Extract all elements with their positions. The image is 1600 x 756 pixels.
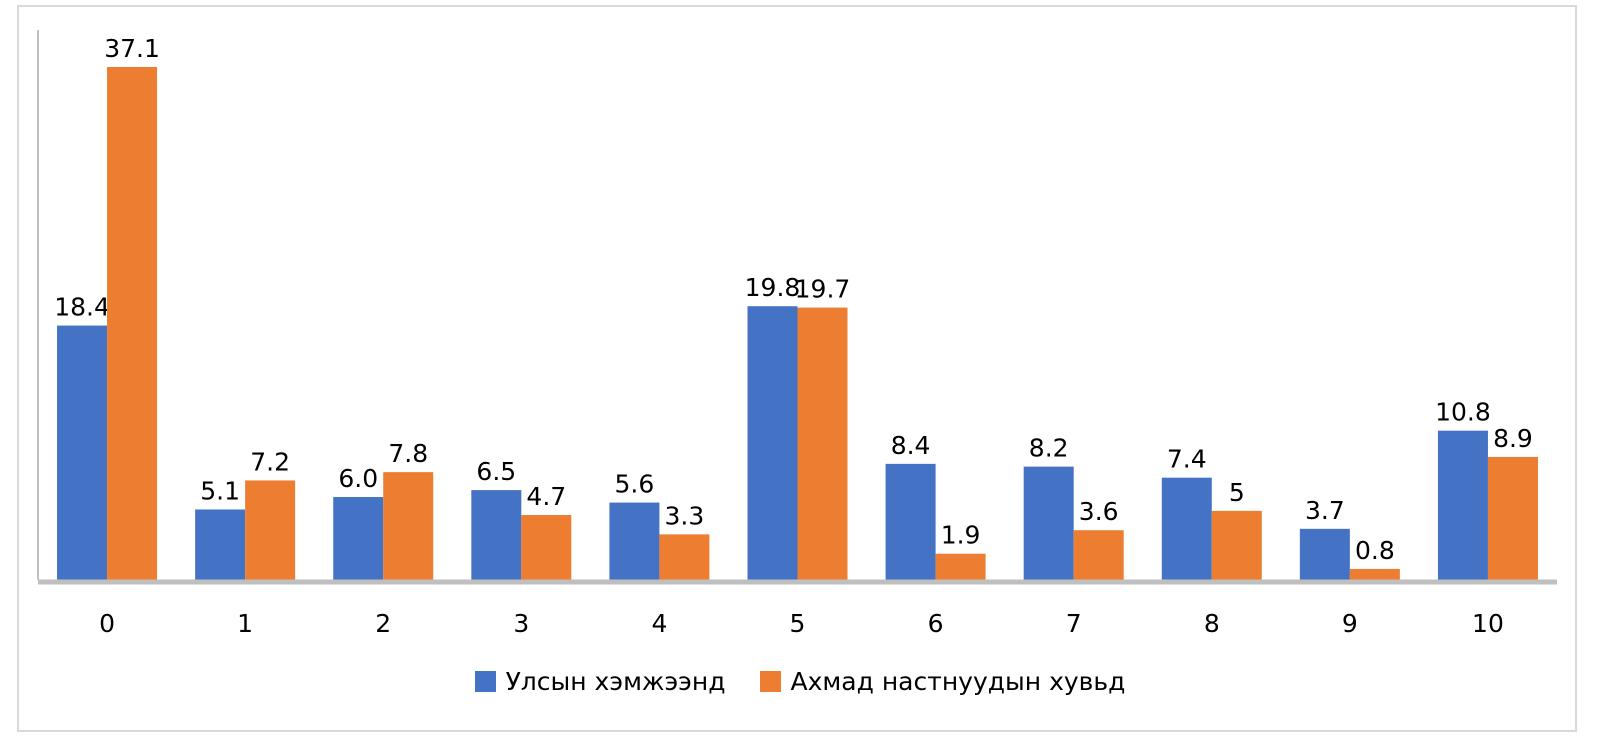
bar-national-6 [885, 463, 936, 580]
data-label: 19.7 [795, 275, 851, 304]
bar-elderly-7 [1073, 530, 1124, 580]
legend-label: Ахмад настнуудын хувьд [790, 667, 1126, 696]
chart-frame [17, 5, 1577, 732]
data-label: 0.8 [1355, 536, 1395, 565]
legend-item: Ахмад настнуудын хувьд [759, 667, 1126, 696]
data-label: 3.7 [1305, 496, 1345, 525]
bar-elderly-2 [383, 472, 434, 580]
x-tick-label: 10 [1472, 609, 1504, 638]
legend: Улсын хэмжээнд Ахмад настнуудын хувьд [0, 667, 1600, 696]
x-tick-label: 5 [790, 609, 806, 638]
data-label: 19.8 [745, 273, 801, 302]
data-label: 5.6 [615, 470, 655, 499]
data-label: 3.3 [665, 501, 705, 530]
x-tick-label: 2 [375, 609, 391, 638]
data-label: 8.9 [1493, 424, 1533, 453]
data-label: 7.8 [388, 439, 428, 468]
data-label: 8.2 [1029, 434, 1069, 463]
bar-elderly-0 [107, 67, 158, 580]
bar-elderly-4 [659, 534, 710, 580]
data-label: 8.4 [891, 431, 931, 460]
legend-swatch [759, 671, 781, 692]
bar-national-2 [333, 497, 384, 580]
data-label: 10.8 [1435, 398, 1491, 427]
bar-national-4 [609, 502, 660, 580]
data-label: 18.4 [54, 293, 110, 322]
bar-elderly-5 [797, 307, 848, 580]
x-tick-label: 1 [237, 609, 253, 638]
bar-elderly-9 [1349, 568, 1400, 580]
legend-swatch [474, 671, 496, 692]
data-label: 6.5 [476, 457, 516, 486]
bar-national-3 [471, 490, 522, 580]
bar-national-10 [1437, 430, 1488, 580]
data-label: 5.1 [200, 476, 240, 505]
bar-national-7 [1023, 466, 1074, 580]
data-label: 1.9 [941, 521, 981, 550]
bar-elderly-3 [521, 515, 572, 580]
bar-national-1 [195, 509, 246, 580]
x-tick-label: 8 [1204, 609, 1220, 638]
bar-elderly-6 [935, 553, 986, 580]
bar-national-5 [747, 306, 798, 580]
x-tick-label: 3 [513, 609, 529, 638]
data-label: 7.4 [1167, 445, 1207, 474]
data-label: 37.1 [104, 34, 160, 63]
x-tick-label: 0 [99, 609, 115, 638]
bar-national-0 [57, 325, 108, 580]
data-label: 6.0 [338, 464, 378, 493]
bar-elderly-8 [1211, 510, 1262, 580]
data-label: 3.6 [1079, 497, 1119, 526]
data-label: 5 [1229, 478, 1245, 507]
legend-label: Улсын хэмжээнд [505, 667, 726, 696]
bar-national-9 [1299, 528, 1350, 580]
x-tick-label: 9 [1342, 609, 1358, 638]
legend-item: Улсын хэмжээнд [474, 667, 726, 696]
bar-national-8 [1161, 477, 1212, 580]
x-tick-label: 4 [651, 609, 667, 638]
bar-elderly-1 [245, 480, 296, 580]
data-label: 7.2 [250, 447, 290, 476]
x-tick-label: 7 [1066, 609, 1082, 638]
bar-elderly-10 [1487, 456, 1538, 580]
x-tick-label: 6 [928, 609, 944, 638]
data-label: 4.7 [526, 482, 566, 511]
